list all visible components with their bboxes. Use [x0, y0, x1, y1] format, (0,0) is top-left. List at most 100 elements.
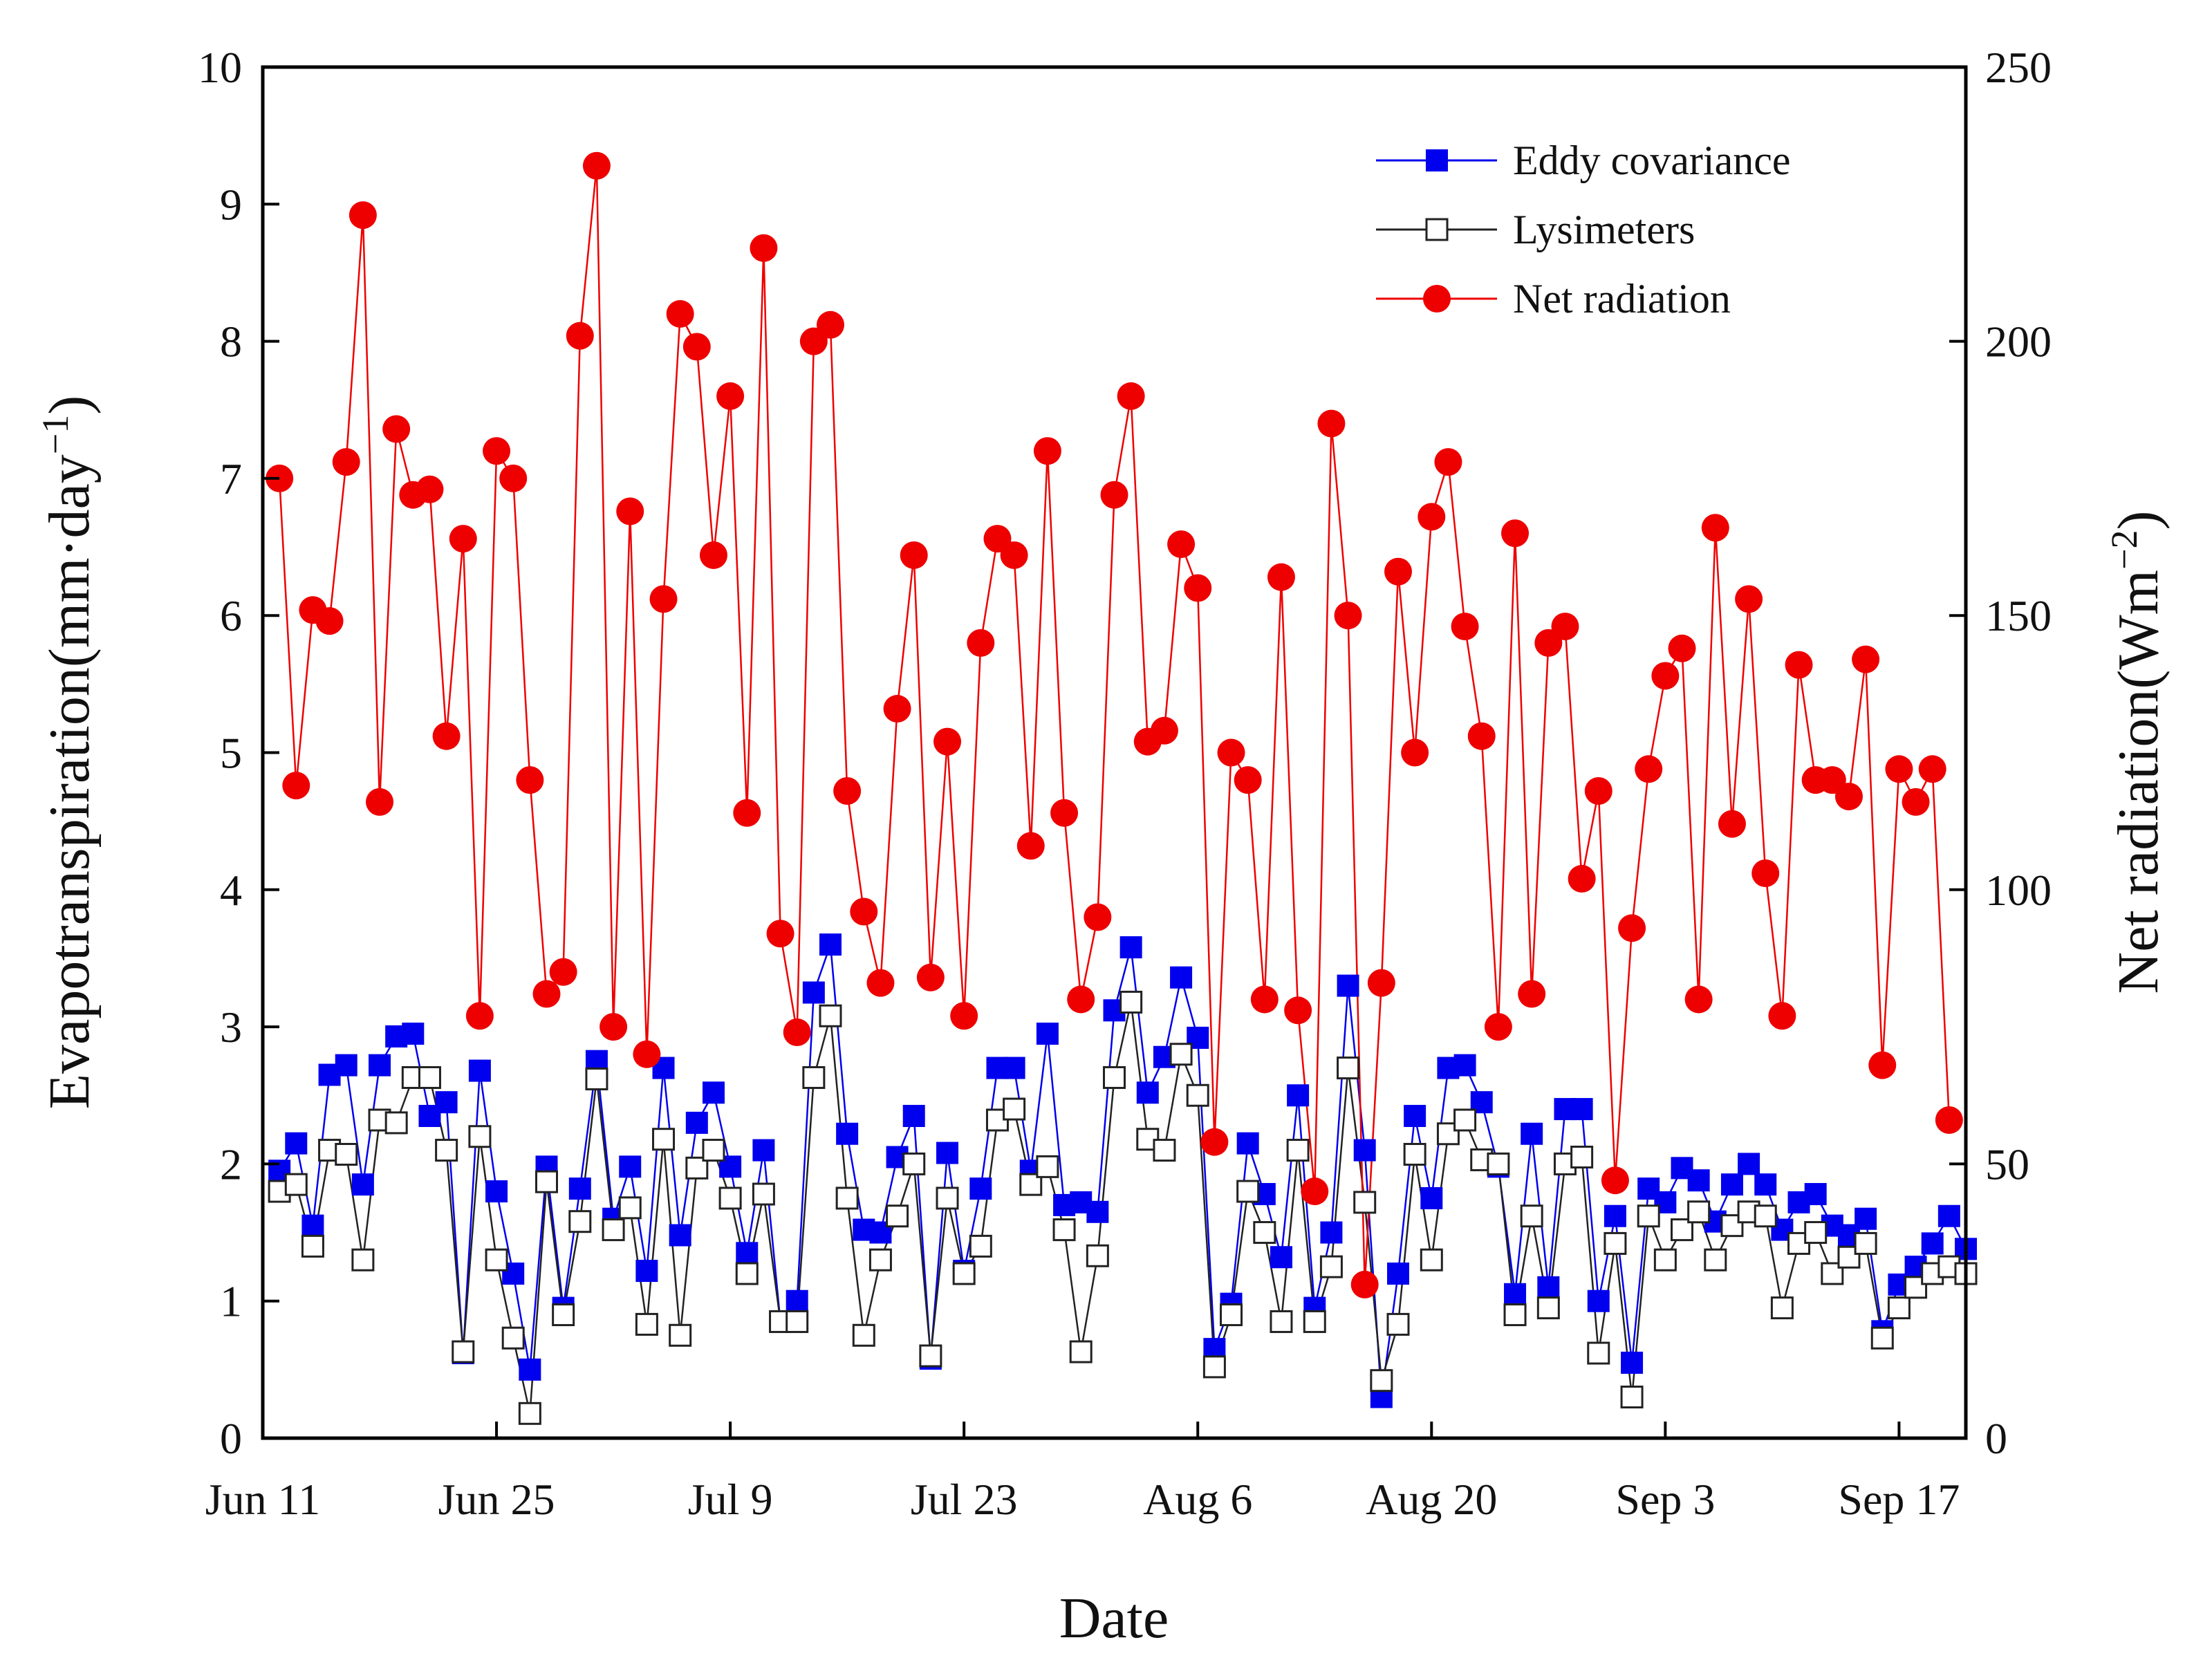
eddy-covariance-point — [1754, 1173, 1777, 1196]
net-radiation-point — [1868, 1051, 1897, 1079]
net-radiation-point — [549, 958, 577, 986]
eddy-covariance-point — [1504, 1283, 1527, 1305]
eddy-covariance-point — [902, 1104, 925, 1127]
lysimeters-point — [384, 1111, 408, 1135]
eddy-covariance-point — [1320, 1221, 1343, 1244]
lysimeters-point — [1770, 1296, 1794, 1320]
lysimeters-point — [969, 1234, 992, 1258]
lysimeters-point — [702, 1139, 725, 1162]
lysimeters-point — [752, 1182, 775, 1206]
lysimeters-point — [786, 1310, 809, 1333]
y2-tick-label: 150 — [1985, 591, 2052, 640]
net-radiation-point — [866, 969, 895, 997]
net-radiation-point — [1350, 1270, 1379, 1298]
net-radiation-point — [1651, 662, 1680, 690]
lysimeters-point — [1003, 1097, 1026, 1121]
net-radiation-point — [600, 1013, 628, 1041]
net-radiation-point — [1267, 563, 1295, 591]
net-radiation-point — [1167, 530, 1196, 559]
lysimeters-point — [535, 1170, 558, 1193]
net-radiation-point — [850, 897, 878, 926]
lysimeters-point — [1704, 1248, 1727, 1272]
eddy-covariance-point — [1937, 1204, 1960, 1227]
lysimeters-point — [735, 1262, 759, 1285]
y-axis-title-main: Evapotranspiration(mm·day — [37, 454, 102, 1109]
eddy-covariance-point — [619, 1155, 642, 1178]
net-radiation-point — [699, 541, 727, 569]
net-radiation-point — [1501, 519, 1530, 548]
y-axis-title: Evapotranspiration(mm·day−1) — [35, 395, 102, 1110]
lysimeters-point — [1487, 1152, 1510, 1175]
net-radiation-point — [1050, 799, 1079, 827]
eddy-covariance-point — [1587, 1289, 1610, 1312]
eddy-covariance-point — [1353, 1139, 1376, 1162]
lysimeters-point — [1620, 1386, 1644, 1409]
net-radiation-point — [1150, 716, 1178, 745]
eddy-covariance-point — [1738, 1153, 1760, 1175]
lysimeters-point — [1220, 1303, 1243, 1327]
lysimeters-point — [919, 1344, 942, 1368]
series-markers — [266, 151, 1978, 1425]
eddy-covariance-point — [1136, 1081, 1159, 1104]
net-radiation-point — [733, 799, 761, 827]
net-radiation-point — [382, 415, 411, 443]
net-radiation-point — [1935, 1106, 1963, 1134]
lysimeters-point — [1887, 1296, 1911, 1320]
lysimeters-point — [1637, 1204, 1660, 1228]
net-radiation-point — [483, 437, 511, 465]
net-radiation-point — [1735, 585, 1763, 613]
eddy-covariance-point — [301, 1214, 324, 1237]
net-radiation-point — [1918, 755, 1946, 783]
lysimeters-point — [1103, 1065, 1126, 1089]
x-tick-label: Jun 25 — [438, 1475, 555, 1524]
lysimeters-point — [1319, 1255, 1343, 1278]
lysimeters-point — [501, 1326, 525, 1350]
lysimeters-point — [1286, 1139, 1310, 1162]
x-tick-label: Sep 17 — [1838, 1475, 1960, 1524]
lysimeters-point — [1270, 1310, 1293, 1333]
lysimeters-point — [652, 1128, 676, 1151]
lysimeters-point — [802, 1065, 826, 1089]
net-radiation-point — [315, 607, 344, 635]
y2-axis-title-close: ) — [2106, 511, 2171, 530]
net-radiation-point — [1484, 1013, 1512, 1041]
net-radiation-point — [532, 980, 561, 1008]
eddy-covariance-point — [1570, 1098, 1593, 1121]
eddy-covariance-point — [1119, 936, 1142, 959]
legend-label-lysimeters: Lysimeters — [1513, 207, 1695, 252]
y2-tick-label: 200 — [1985, 317, 2052, 366]
net-radiation-point — [1317, 409, 1346, 438]
net-radiation-point — [1768, 1002, 1796, 1030]
lysimeters-point — [618, 1196, 642, 1220]
net-radiation-point — [1301, 1177, 1329, 1206]
net-radiation-point — [1016, 832, 1045, 860]
legend: Eddy covariance Lysimeters Net radiation — [1376, 138, 1790, 322]
lysimeters-point — [452, 1340, 475, 1363]
x-tick-label: Sep 3 — [1615, 1475, 1715, 1524]
lysimeters-point — [602, 1218, 625, 1242]
lysimeters-point — [1119, 990, 1143, 1014]
lysimeters-point — [1453, 1108, 1477, 1132]
eddy-covariance-point — [685, 1111, 708, 1134]
net-radiation-point — [1184, 574, 1212, 602]
net-radiation-point — [1718, 810, 1746, 838]
net-radiation-point — [817, 310, 844, 339]
eddy-covariance-point — [1404, 1104, 1426, 1127]
eddy-covariance-point — [786, 1289, 808, 1312]
eddy-covariance-point — [635, 1260, 658, 1283]
net-radiation-point — [582, 151, 611, 180]
eddy-covariance-point — [1387, 1263, 1409, 1285]
net-radiation-point — [616, 497, 644, 525]
eddy-covariance-point — [1287, 1084, 1310, 1107]
lysimeters-point — [1069, 1340, 1093, 1363]
eddy-covariance-point — [369, 1054, 391, 1077]
x-tick-label: Jul 23 — [911, 1475, 1018, 1524]
eddy-covariance-point — [669, 1224, 691, 1247]
eddy-covariance-point — [351, 1173, 374, 1196]
y2-tick-label: 250 — [1985, 43, 2052, 92]
net-radiation-point — [1200, 1128, 1229, 1156]
eddy-covariance-point — [285, 1132, 308, 1155]
eddy-covariance-point — [969, 1177, 992, 1200]
eddy-covariance-point — [1720, 1173, 1743, 1196]
